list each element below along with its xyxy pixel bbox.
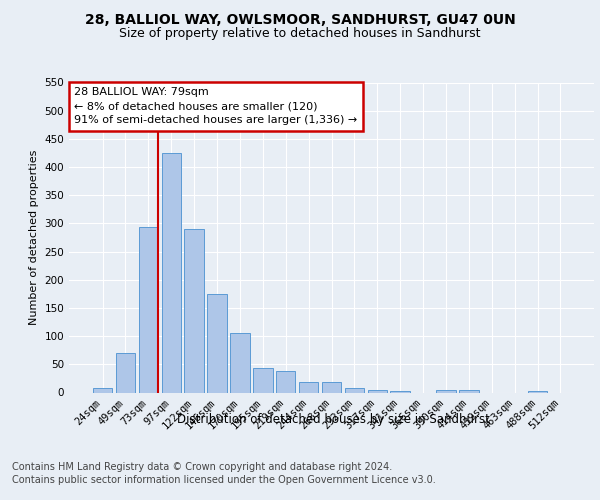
Bar bbox=[184, 229, 204, 392]
Text: Distribution of detached houses by size in Sandhurst: Distribution of detached houses by size … bbox=[176, 412, 490, 426]
Text: 28 BALLIOL WAY: 79sqm
← 8% of detached houses are smaller (120)
91% of semi-deta: 28 BALLIOL WAY: 79sqm ← 8% of detached h… bbox=[74, 87, 358, 125]
Bar bbox=[161, 153, 181, 392]
Text: 28, BALLIOL WAY, OWLSMOOR, SANDHURST, GU47 0UN: 28, BALLIOL WAY, OWLSMOOR, SANDHURST, GU… bbox=[85, 12, 515, 26]
Bar bbox=[276, 371, 295, 392]
Bar bbox=[344, 388, 364, 392]
Bar bbox=[139, 228, 158, 392]
Bar bbox=[322, 382, 341, 392]
Y-axis label: Number of detached properties: Number of detached properties bbox=[29, 150, 39, 325]
Bar bbox=[116, 353, 135, 393]
Text: Contains HM Land Registry data © Crown copyright and database right 2024.: Contains HM Land Registry data © Crown c… bbox=[12, 462, 392, 472]
Bar bbox=[208, 294, 227, 392]
Bar bbox=[299, 382, 319, 392]
Bar bbox=[230, 334, 250, 392]
Bar bbox=[253, 368, 272, 392]
Text: Contains public sector information licensed under the Open Government Licence v3: Contains public sector information licen… bbox=[12, 475, 436, 485]
Bar bbox=[436, 390, 455, 392]
Text: Size of property relative to detached houses in Sandhurst: Size of property relative to detached ho… bbox=[119, 28, 481, 40]
Bar bbox=[368, 390, 387, 392]
Bar bbox=[459, 390, 479, 392]
Bar bbox=[528, 391, 547, 392]
Bar bbox=[93, 388, 112, 392]
